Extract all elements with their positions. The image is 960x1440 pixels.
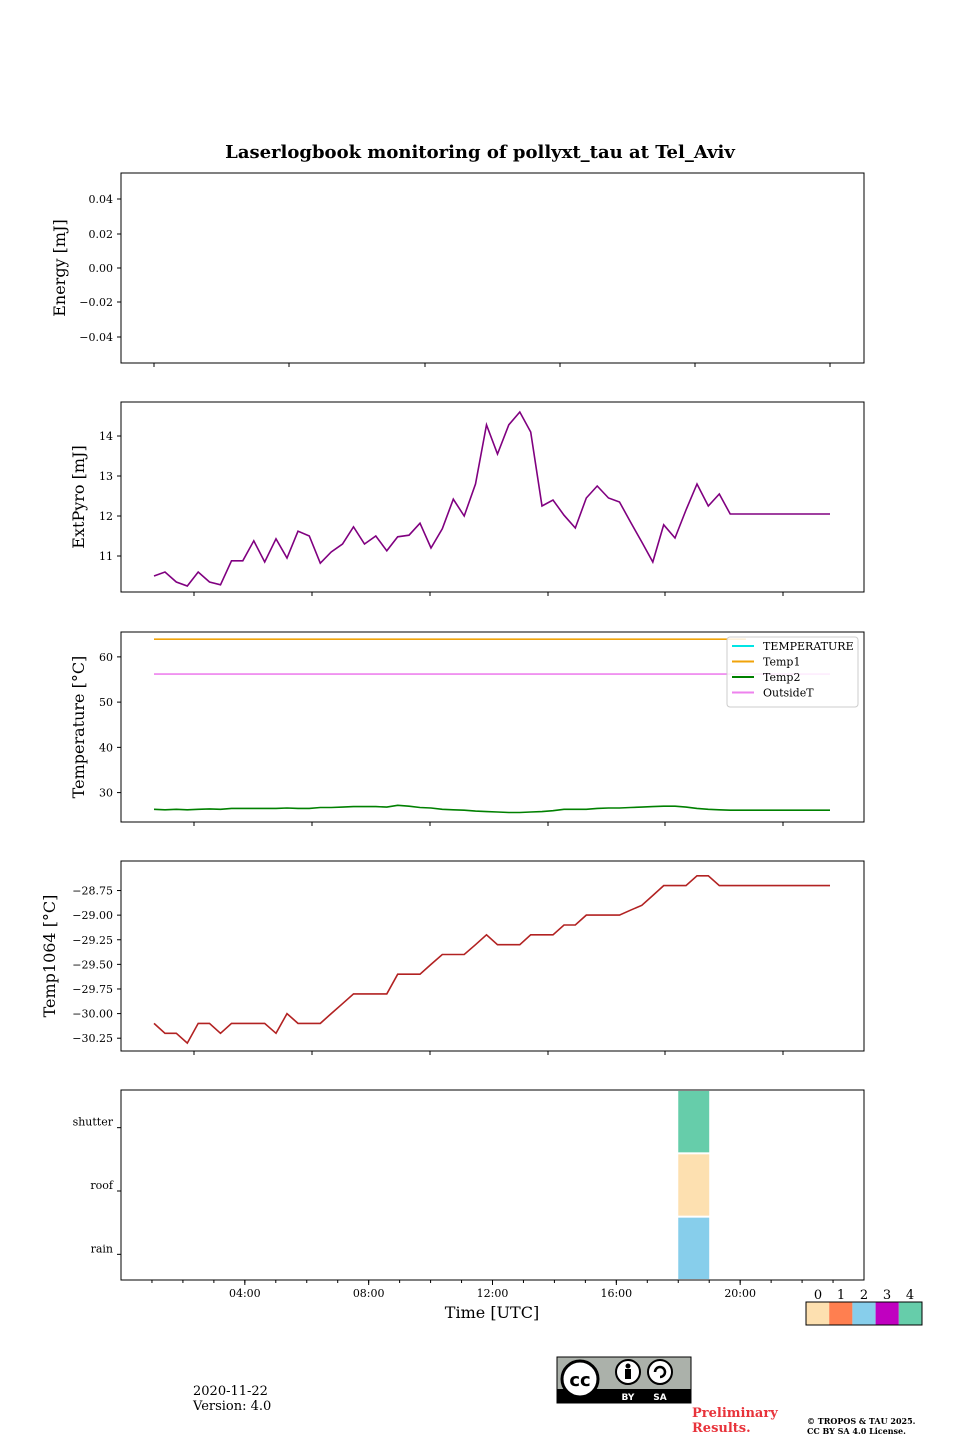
temp1064-y-tick-label: −29.75 <box>72 983 113 996</box>
preliminary-line2: Results. <box>692 1421 751 1436</box>
status-row-label-shutter: shutter <box>73 1116 114 1129</box>
status-x-tick-label: 08:00 <box>353 1287 385 1300</box>
cc-logo-text: cc <box>569 1370 590 1391</box>
colorbar-swatch-3 <box>875 1302 899 1325</box>
colorbar-label-4: 4 <box>906 1288 914 1303</box>
status-x-tick-label: 12:00 <box>477 1287 509 1300</box>
energy-y-tick-label: −0.04 <box>79 331 113 344</box>
temp1064-y-axis-label: Temp1064 [°C] <box>40 895 59 1018</box>
status-x-tick-label: 16:00 <box>600 1287 632 1300</box>
status-row-label-roof: roof <box>90 1179 114 1192</box>
temp1064-axes-frame <box>120 860 865 1052</box>
footer-version: Version: 4.0 <box>193 1399 272 1414</box>
colorbar-label-1: 1 <box>837 1288 845 1303</box>
energy-y-tick-label: 0.02 <box>89 228 114 241</box>
temp1064-series-line <box>153 874 830 1045</box>
legend-label-temp2: Temp2 <box>763 671 800 684</box>
colorbar-swatch-2 <box>852 1302 876 1325</box>
temperature-series-line-temp2 <box>153 804 830 814</box>
temperature-y-tick-label: 30 <box>99 787 113 800</box>
colorbar-label-2: 2 <box>860 1288 868 1303</box>
status-x-tick-label: 04:00 <box>229 1287 261 1300</box>
extpyro-y-tick-label: 13 <box>99 470 113 483</box>
temp1064-y-tick-label: −29.50 <box>72 958 113 971</box>
status-row-label-rain: rain <box>91 1242 113 1255</box>
legend-label-temperature: TEMPERATURE <box>763 640 854 653</box>
temp1064-y-tick-label: −30.00 <box>72 1008 113 1021</box>
energy-y-tick-label: 0.04 <box>89 193 114 206</box>
temperature-axes-frame <box>120 631 865 823</box>
sa-arrow-icon <box>653 1365 667 1379</box>
energy-y-tick-label: −0.02 <box>79 296 113 309</box>
colorbar-label-3: 3 <box>883 1288 891 1303</box>
energy-axes-frame <box>120 172 865 364</box>
status-cell-rain <box>678 1217 710 1279</box>
by-label: BY <box>622 1393 635 1403</box>
colorbar-swatch-1 <box>829 1302 853 1325</box>
by-person-head <box>625 1363 631 1369</box>
cc-logo-icon <box>560 1359 600 1399</box>
cc-license-badge: cc BY SA <box>556 1356 692 1404</box>
x-axis-label: Time [UTC] <box>445 1303 539 1322</box>
legend-label-temp1: Temp1 <box>763 656 800 669</box>
energy-panel: 0.04 0.02 0.00 −0.02 −0.04 Energy [mJ] <box>50 172 865 367</box>
by-person-body <box>625 1369 631 1379</box>
status-cell-roof <box>678 1154 710 1216</box>
status-panel: shutter roof rain 04:00 08:00 12:00 16:00 20:00 <box>73 1089 865 1300</box>
temp1064-y-tick-label: −30.25 <box>72 1032 113 1045</box>
temperature-y-axis-label: Temperature [°C] <box>69 656 88 799</box>
preliminary-line1: Preliminary <box>692 1406 778 1421</box>
temp1064-y-tick-label: −29.25 <box>72 934 113 947</box>
temp1064-y-tick-label: −28.75 <box>72 885 113 898</box>
extpyro-panel: 14 13 12 11 ExtPyro [mJ] <box>69 401 865 596</box>
temperature-y-tick-label: 40 <box>99 741 113 754</box>
copyright-line1: © TROPOS & TAU 2025. <box>807 1416 916 1426</box>
extpyro-y-tick-label: 12 <box>99 510 113 523</box>
status-cell-shutter <box>678 1091 710 1153</box>
energy-y-tick-label: 0.00 <box>89 262 114 275</box>
status-axes-frame <box>120 1089 865 1281</box>
chart-title: Laserlogbook monitoring of pollyxt_tau a… <box>225 142 735 163</box>
footer-date: 2020-11-22 <box>193 1384 268 1399</box>
extpyro-y-tick-label: 11 <box>99 550 113 563</box>
extpyro-axes-frame <box>120 401 865 593</box>
colorbar-swatch-0 <box>806 1302 830 1325</box>
temperature-y-tick-label: 60 <box>99 651 113 664</box>
colorbar-label-0: 0 <box>814 1288 822 1303</box>
temperature-legend-box <box>726 636 859 708</box>
status-x-tick-label: 20:00 <box>724 1287 756 1300</box>
colorbar-swatch-4 <box>898 1302 922 1325</box>
copyright-line2: CC BY SA 4.0 License. <box>807 1426 906 1436</box>
extpyro-y-tick-label: 14 <box>99 430 113 443</box>
energy-y-axis-label: Energy [mJ] <box>50 219 69 317</box>
extpyro-y-axis-label: ExtPyro [mJ] <box>69 445 88 548</box>
temp1064-panel: −28.75 −29.00 −29.25 −29.50 −29.75 −30.00 −30.… <box>40 860 865 1055</box>
extpyro-series-line <box>153 410 830 587</box>
temperature-y-tick-label: 50 <box>99 696 113 709</box>
temperature-panel: 60 50 40 30 Temperature [°C] TEMPERATURE Temp1… <box>69 631 865 826</box>
legend-label-outsidet: OutsideT <box>763 687 814 700</box>
sa-share-icon <box>647 1359 673 1385</box>
status-axes-frame-top <box>120 1089 865 1281</box>
sa-label: SA <box>653 1393 666 1403</box>
colorbar-frame <box>805 1301 923 1326</box>
temp1064-y-tick-label: −29.00 <box>72 909 113 922</box>
